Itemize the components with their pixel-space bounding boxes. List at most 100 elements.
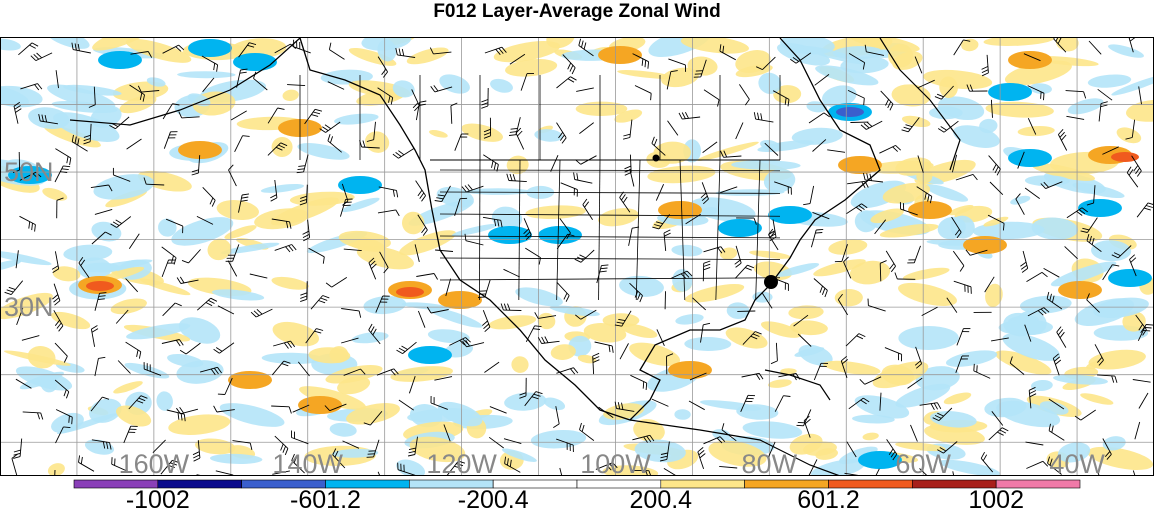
wind-barb: [594, 341, 614, 353]
wind-barb: [1137, 324, 1154, 341]
wind-contour-patch: [137, 170, 192, 192]
wind-barb: [202, 186, 216, 207]
wind-barb: [860, 120, 883, 130]
wind-barb: [907, 245, 921, 264]
wind-barb: [21, 335, 40, 341]
wind-barb: [377, 56, 388, 78]
wind-contour-patch: [0, 292, 53, 320]
wind-barb: [109, 116, 130, 130]
wind-barb: [595, 462, 618, 471]
wind-barb: [921, 306, 938, 316]
wind-barb: [734, 245, 742, 268]
wind-barb: [434, 185, 451, 203]
wind-contour-patch: [619, 323, 658, 338]
wind-barb: [1111, 245, 1132, 259]
wind-barb: [1138, 392, 1149, 409]
wind-barb: [78, 256, 90, 279]
wind-contour-patch: [915, 366, 960, 391]
wind-contour-patch: [530, 429, 587, 449]
wind-contour-patch: [776, 262, 820, 277]
wind-barb: [509, 53, 526, 65]
wind-contour-patch: [767, 379, 792, 388]
greenland-labrador-coast: [879, 37, 961, 171]
wind-contour-patch: [156, 391, 173, 411]
wind-barb: [666, 70, 678, 90]
wind-barb: [227, 260, 238, 277]
wind-barb: [619, 343, 629, 360]
wind-barb: [91, 231, 112, 245]
wind-contour-patch: [1031, 217, 1079, 240]
wind-contour-core: [963, 236, 1007, 254]
wind-contour-patch: [409, 404, 443, 428]
wind-barb: [125, 278, 139, 293]
wind-contour-core: [1058, 281, 1102, 299]
wind-barb: [867, 298, 886, 312]
wind-barb: [250, 308, 273, 318]
wind-barb: [304, 108, 323, 125]
wind-contour-patch: [341, 197, 380, 213]
wind-barb: [162, 103, 180, 120]
wind-barb: [94, 208, 113, 215]
wind-barb: [952, 250, 965, 272]
wind-barb: [341, 337, 359, 344]
wind-barb: [202, 77, 215, 93]
wind-contour-patch: [89, 398, 122, 423]
wind-barb: [803, 415, 811, 438]
wind-contour-patch: [1111, 74, 1154, 96]
wind-barb: [651, 136, 666, 156]
wind-contour-patch: [854, 210, 878, 233]
wind-barb: [980, 451, 994, 473]
wind-barb: [377, 209, 400, 217]
wind-barb: [843, 256, 852, 279]
wind-barb: [54, 379, 70, 399]
wind-contour-patch: [1087, 446, 1154, 470]
wind-contour-core: [98, 51, 142, 69]
wind-barb: [477, 279, 491, 298]
wind-barb: [449, 337, 471, 346]
wind-barb: [13, 438, 23, 459]
wind-barb: [165, 218, 184, 234]
wind-barb: [488, 436, 504, 449]
wind-barb: [688, 400, 705, 411]
wind-contour-patch: [902, 267, 950, 281]
wind-barb: [914, 56, 923, 74]
wind-contour-patch: [995, 350, 1052, 375]
wind-contour-patch: [308, 347, 351, 364]
wind-barb: [810, 228, 824, 248]
wind-barb: [1017, 151, 1025, 169]
caribbean-islands: [764, 369, 831, 401]
wind-contour-core: [598, 46, 642, 64]
wind-contour-patch: [534, 129, 563, 142]
wind-barb: [454, 133, 469, 151]
wind-barb: [953, 280, 972, 294]
wind-barb: [735, 122, 744, 140]
wind-contour-patch: [996, 400, 1061, 428]
wind-barb: [299, 184, 308, 206]
wind-barb: [199, 366, 222, 375]
wind-contour-patch: [648, 37, 711, 58]
wind-barb: [663, 229, 671, 251]
wind-barb: [417, 214, 428, 236]
wind-barb: [462, 340, 485, 348]
wind-barb: [575, 309, 597, 320]
wind-contour-patch: [1050, 261, 1117, 287]
wind-barb: [128, 395, 148, 410]
wind-contour-patch: [1002, 333, 1061, 361]
wind-barb: [90, 184, 113, 192]
wind-barb: [790, 52, 812, 64]
wind-barb: [988, 155, 1001, 176]
wind-barb: [4, 280, 24, 296]
wind-barb: [415, 100, 427, 121]
state-border: [439, 191, 781, 194]
wind-contour-patch: [862, 432, 879, 441]
wind-contour-patch: [898, 282, 957, 306]
wind-contour-patch: [406, 47, 449, 65]
wind-contour-patch: [815, 65, 879, 86]
wind-barb: [324, 403, 347, 412]
wind-contour-patch: [44, 125, 101, 148]
wind-barb: [319, 121, 341, 133]
wind-barb: [1040, 181, 1063, 190]
wind-barb: [213, 342, 235, 354]
colorbar-tick-label: 1002: [968, 486, 1024, 511]
wind-barb: [991, 337, 1009, 342]
